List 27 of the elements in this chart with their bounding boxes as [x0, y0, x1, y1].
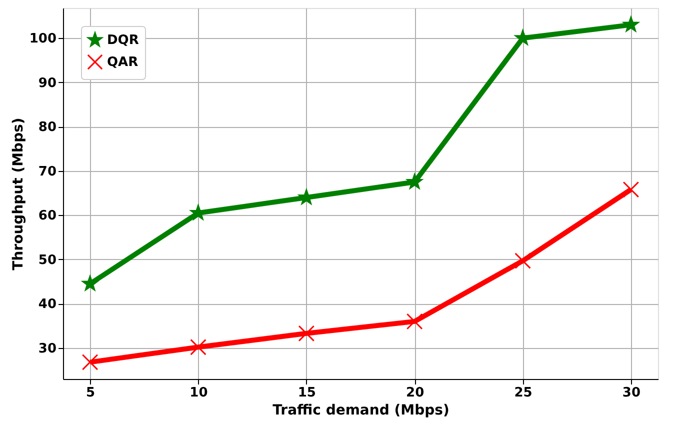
x-tick-label: 30 [622, 386, 640, 400]
y-tick-label: 100 [29, 32, 56, 47]
x-tick-label: 5 [86, 386, 96, 400]
point [623, 16, 639, 32]
point [622, 181, 640, 198]
y-axis-title: Throughput (Mbps) [10, 118, 26, 270]
point [298, 189, 314, 204]
y-tick-label: 50 [38, 252, 56, 268]
y-tick-label: 60 [38, 208, 56, 224]
x-tick-label: 10 [190, 386, 208, 400]
point [406, 313, 423, 330]
x-axis-title: Traffic demand (Mbps) [272, 402, 450, 418]
point [82, 354, 98, 370]
point [190, 338, 206, 356]
point [298, 325, 315, 342]
x-tick-label: 15 [298, 386, 316, 400]
x-tick-label: 20 [406, 386, 424, 400]
point [82, 276, 98, 291]
y-tick-label: 30 [38, 342, 56, 357]
point [406, 174, 422, 189]
x-tick-label: 25 [514, 386, 532, 400]
legend-label: QAR [107, 55, 138, 70]
y-tick-label: 40 [38, 297, 56, 312]
y-tick-label: 70 [38, 164, 56, 180]
legend-label: DQR [107, 33, 139, 48]
y-tick-label: 90 [38, 76, 56, 91]
y-tick-label: 80 [38, 120, 56, 136]
